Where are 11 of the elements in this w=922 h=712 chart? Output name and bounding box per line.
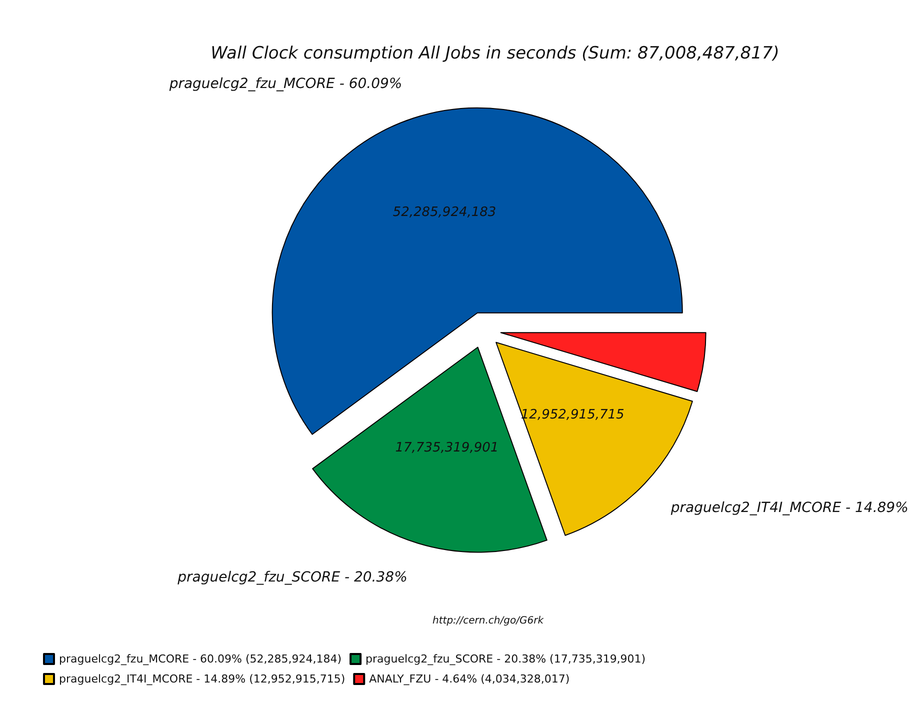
data-label: 52,285,924,183 bbox=[392, 205, 496, 220]
text: praguelcg2_IT4I_MCORE - 14.89% bbox=[670, 500, 908, 516]
data-label: 17,735,319,901 bbox=[395, 440, 499, 456]
legend-label: praguelcg2_fzu_SCORE - 20.38% (17,735,319,901) bbox=[366, 652, 646, 666]
chart-title: Wall Clock consumption All Jobs in seconds (Sum: 87,008,487,817) bbox=[210, 44, 780, 64]
text: praguelcg2_fzu_MCORE - 60.09% bbox=[168, 76, 402, 92]
legend-label: ANALY_FZU - 4.64% (4,034,328,017) bbox=[369, 672, 570, 686]
text: praguelcg2_fzu_SCORE - 20.38% bbox=[176, 570, 408, 586]
legend-label: praguelcg2_IT4I_MCORE - 14.89% (12,952,915,715) bbox=[59, 672, 346, 686]
legend-label: praguelcg2_fzu_MCORE - 60.09% (52,285,924,184) bbox=[59, 652, 342, 666]
text: http://cern.ch/go/G6rk bbox=[432, 616, 545, 626]
